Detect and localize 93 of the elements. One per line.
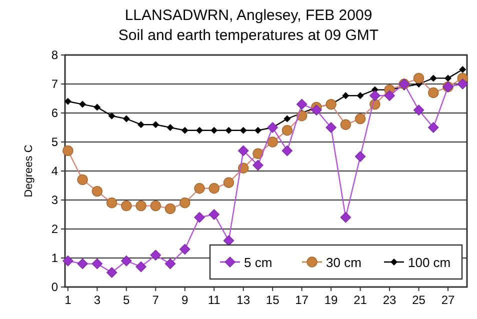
point — [64, 98, 72, 105]
x-tick-label: 5 — [123, 293, 130, 307]
point — [238, 145, 249, 156]
point — [94, 104, 101, 111]
point — [196, 127, 203, 134]
y-axis-title: Degrees C — [23, 144, 35, 198]
y-tick-label: 6 — [51, 106, 58, 120]
point — [342, 92, 350, 99]
y-tick-label: 4 — [51, 164, 58, 178]
point — [282, 125, 293, 136]
point — [108, 112, 116, 120]
point — [413, 104, 424, 116]
y-tick-label: 1 — [51, 251, 58, 265]
point — [311, 104, 322, 116]
point — [384, 90, 395, 101]
point — [194, 183, 205, 194]
point — [459, 66, 466, 73]
point — [62, 145, 74, 156]
x-tick-label: 27 — [441, 293, 455, 307]
point — [123, 115, 130, 122]
x-tick-label: 17 — [295, 293, 309, 307]
x-tick-label: 15 — [266, 293, 280, 307]
point — [354, 113, 366, 124]
x-tick-label: 25 — [412, 293, 426, 307]
point — [182, 127, 188, 134]
point — [79, 100, 86, 108]
point — [240, 127, 247, 134]
point — [428, 122, 439, 133]
chart-subtitle: Soil and earth temperatures at 09 GMT — [118, 27, 379, 44]
point — [106, 267, 118, 278]
point — [150, 250, 161, 260]
point — [354, 151, 366, 162]
point — [223, 235, 234, 246]
x-tick-label: 21 — [354, 293, 368, 307]
point — [252, 160, 264, 171]
point — [121, 256, 132, 266]
point — [444, 74, 452, 82]
y-tick-label: 8 — [51, 48, 58, 62]
point — [428, 87, 439, 98]
legend-label: 5 cm — [244, 255, 272, 270]
point — [150, 200, 161, 212]
x-tick-label: 9 — [182, 293, 189, 307]
point — [284, 115, 291, 122]
point — [413, 72, 424, 84]
x-tick-label: 1 — [64, 293, 72, 307]
point — [430, 74, 437, 82]
point — [77, 258, 88, 270]
point — [326, 122, 336, 133]
x-tick-label: 13 — [236, 293, 250, 307]
y-tick-label: 0 — [51, 280, 58, 294]
point — [164, 258, 176, 270]
point — [92, 258, 103, 270]
point — [77, 174, 88, 186]
point — [208, 183, 220, 194]
y-tick-label: 3 — [51, 193, 58, 207]
point — [136, 200, 146, 212]
point — [106, 198, 118, 208]
legend-label: 30 cm — [326, 255, 362, 270]
point — [180, 244, 190, 255]
chart-title: LLANSADWRN, Anglesey, FEB 2009 — [124, 7, 372, 24]
point — [340, 212, 352, 223]
point — [457, 78, 468, 90]
point — [356, 92, 364, 99]
point — [225, 127, 232, 134]
point — [208, 209, 220, 220]
y-tick-label: 2 — [51, 222, 58, 236]
point — [164, 203, 176, 214]
point — [340, 119, 352, 130]
point — [136, 261, 146, 272]
point — [296, 98, 308, 110]
point — [121, 200, 132, 212]
point — [92, 186, 103, 197]
x-tick-label: 7 — [152, 293, 160, 307]
point — [282, 145, 293, 156]
point — [138, 121, 144, 128]
point — [152, 121, 159, 128]
point — [166, 124, 174, 131]
point — [267, 136, 278, 148]
x-tick-label: 19 — [324, 293, 338, 307]
x-tick-label: 3 — [94, 293, 101, 307]
point — [210, 127, 218, 134]
x-tick-label: 23 — [382, 293, 397, 307]
point — [370, 90, 380, 101]
point — [194, 212, 205, 223]
point — [223, 177, 234, 188]
y-tick-label: 5 — [51, 135, 58, 149]
point — [62, 256, 74, 266]
legend-label: 100 cm — [408, 255, 451, 270]
x-tick-label: 11 — [208, 293, 221, 307]
point — [252, 148, 264, 159]
point — [180, 198, 190, 208]
y-tick-label: 7 — [51, 77, 58, 91]
point — [254, 127, 262, 134]
